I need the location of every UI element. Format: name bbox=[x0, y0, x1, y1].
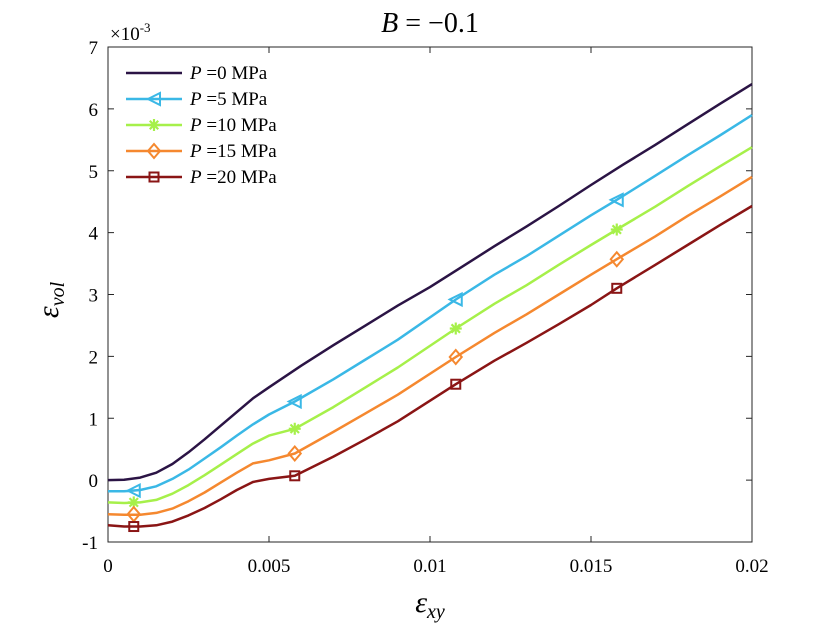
series-line-0 bbox=[107, 83, 753, 482]
series-line-3 bbox=[107, 175, 753, 517]
y-tick-label: 2 bbox=[89, 347, 99, 368]
series-marker-1 bbox=[286, 393, 302, 410]
legend-marker-1 bbox=[145, 91, 161, 107]
series-marker-4 bbox=[128, 521, 140, 533]
y-tick-label: 7 bbox=[89, 38, 99, 59]
x-tick-label: 0.005 bbox=[248, 556, 291, 577]
series-markers bbox=[125, 192, 625, 533]
series-marker-2 bbox=[288, 422, 301, 435]
y-axis-exponent: ×10-3 bbox=[110, 20, 151, 45]
x-axis-label: εxy bbox=[415, 586, 445, 623]
x-tick-label: 0 bbox=[103, 556, 113, 577]
y-axis-label-subscript: vol bbox=[47, 281, 69, 306]
series-marker-1 bbox=[608, 192, 624, 208]
y-tick-label: -1 bbox=[82, 533, 98, 554]
y-tick-label: 1 bbox=[89, 409, 99, 430]
chart-title: B = −0.1 bbox=[381, 8, 479, 39]
y-axis-exponent-power: -3 bbox=[140, 20, 151, 35]
y-tick-label: 5 bbox=[89, 162, 99, 183]
series-marker-2 bbox=[610, 223, 623, 236]
legend-marker-2 bbox=[148, 119, 160, 131]
series-marker-4 bbox=[611, 282, 623, 294]
legend-label-1: P =5 MPa bbox=[189, 89, 268, 110]
legend-label-0: P =0 MPa bbox=[189, 63, 268, 84]
x-axis-label-subscript: xy bbox=[426, 601, 445, 623]
y-axis-label: εvol bbox=[32, 281, 69, 318]
x-tick-label: 0.02 bbox=[735, 556, 768, 577]
series-line-4 bbox=[107, 204, 753, 528]
legend-label-4: P =20 MPa bbox=[189, 167, 277, 188]
y-tick-label: 0 bbox=[89, 471, 99, 492]
y-tick-label: 6 bbox=[89, 100, 99, 121]
series-line-1 bbox=[108, 114, 753, 493]
legend-marker-4 bbox=[148, 171, 160, 183]
chart-title-variable: B bbox=[381, 8, 398, 39]
legend-marker-3 bbox=[146, 142, 162, 160]
x-tick-label: 0.01 bbox=[413, 556, 446, 577]
series-marker-3 bbox=[609, 250, 625, 268]
series-marker-4 bbox=[450, 378, 462, 390]
legend: P =0 MPa P =5 MPa P =10 MPa P =15 MPa P =20 … bbox=[117, 56, 311, 193]
chart-title-value: = −0.1 bbox=[398, 8, 479, 39]
series-marker-3 bbox=[448, 348, 464, 366]
legend-label-2: P =10 MPa bbox=[189, 115, 277, 136]
y-axis-exponent-base: ×10 bbox=[110, 24, 140, 45]
series-marker-4 bbox=[289, 470, 301, 482]
y-tick-label: 3 bbox=[89, 286, 99, 307]
x-tick-label: 0.015 bbox=[570, 556, 613, 577]
series-marker-3 bbox=[287, 444, 303, 463]
x-axis-label-base: ε bbox=[415, 586, 427, 619]
series-marker-1 bbox=[125, 483, 141, 499]
y-tick-label: 4 bbox=[89, 224, 99, 245]
legend-label-3: P =15 MPa bbox=[189, 141, 277, 162]
series-marker-1 bbox=[447, 291, 463, 308]
y-axis-label-base: ε bbox=[32, 306, 65, 318]
series-marker-2 bbox=[449, 322, 462, 335]
